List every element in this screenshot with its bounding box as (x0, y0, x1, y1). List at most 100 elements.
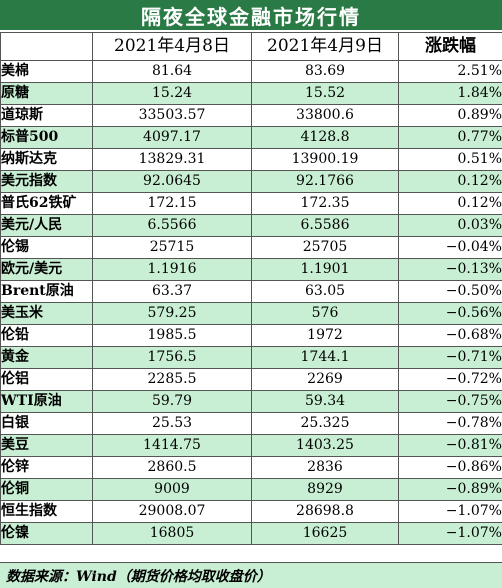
row-value-date1: 172.15 (92, 192, 252, 215)
row-value-date1: 29008.07 (92, 500, 252, 523)
row-name: 美棉 (0, 60, 93, 83)
row-value-date2: 2269 (251, 368, 399, 391)
row-value-date1: 16805 (92, 522, 252, 545)
row-value-date2: 25.325 (251, 412, 399, 435)
row-value-date2: 33800.6 (251, 104, 399, 127)
table-row: WTI原油 59.79 59.34 −0.75% (0, 390, 502, 413)
header-change: 涨跌幅 (398, 32, 502, 61)
row-change: −0.04% (398, 236, 502, 259)
row-name: 普氏62铁矿 (0, 192, 93, 215)
table-row: 美元指数 92.0645 92.1766 0.12% (0, 170, 502, 193)
row-name: 美玉米 (0, 302, 93, 325)
row-value-date1: 1.1916 (92, 258, 252, 281)
row-value-date2: 8929 (251, 478, 399, 501)
row-name: 道琼斯 (0, 104, 93, 127)
row-name: 伦铜 (0, 478, 93, 501)
row-name: 白银 (0, 412, 93, 435)
row-name: 欧元/美元 (0, 258, 93, 281)
row-value-date1: 1414.75 (92, 434, 252, 457)
row-value-date1: 63.37 (92, 280, 252, 303)
row-value-date2: 6.5586 (251, 214, 399, 237)
row-name: 美元/人民 (0, 214, 93, 237)
row-change: 0.12% (398, 192, 502, 215)
table-row: 伦铜 9009 8929 −0.89% (0, 478, 502, 501)
row-change: −1.07% (398, 500, 502, 523)
row-value-date1: 59.79 (92, 390, 252, 413)
row-change: −0.89% (398, 478, 502, 501)
row-change: −1.07% (398, 522, 502, 545)
table-row: 恒生指数 29008.07 28698.8 −1.07% (0, 500, 502, 523)
row-value-date2: 1.1901 (251, 258, 399, 281)
row-value-date1: 15.24 (92, 82, 252, 105)
row-name: 美豆 (0, 434, 93, 457)
table-row: 伦锡 25715 25705 −0.04% (0, 236, 502, 259)
table-row: Brent原油 63.37 63.05 −0.50% (0, 280, 502, 303)
row-name: 伦锌 (0, 456, 93, 479)
row-value-date1: 13829.31 (92, 148, 252, 171)
row-change: −0.71% (398, 346, 502, 369)
row-change: −0.56% (398, 302, 502, 325)
row-value-date2: 13900.19 (251, 148, 399, 171)
table-row: 欧元/美元 1.1916 1.1901 −0.13% (0, 258, 502, 281)
row-change: −0.86% (398, 456, 502, 479)
header-date2: 2021年4月9日 (251, 32, 399, 61)
table-row: 普氏62铁矿 172.15 172.35 0.12% (0, 192, 502, 215)
table-body: 美棉 81.64 83.69 2.51% 原糖 15.24 15.52 1.84% 道琼斯 335… (0, 60, 502, 545)
row-change: −0.68% (398, 324, 502, 347)
row-value-date2: 83.69 (251, 60, 399, 83)
row-change: −0.78% (398, 412, 502, 435)
table-row: 美棉 81.64 83.69 2.51% (0, 60, 502, 83)
table-row: 伦锌 2860.5 2836 −0.86% (0, 456, 502, 479)
row-change: 0.51% (398, 148, 502, 171)
row-value-date1: 6.5566 (92, 214, 252, 237)
row-value-date2: 576 (251, 302, 399, 325)
row-value-date1: 25715 (92, 236, 252, 259)
table-row: 道琼斯 33503.57 33800.6 0.89% (0, 104, 502, 127)
table-row: 伦铝 2285.5 2269 −0.72% (0, 368, 502, 391)
table-header-row: 2021年4月8日 2021年4月9日 涨跌幅 (0, 32, 502, 61)
row-change: 0.12% (398, 170, 502, 193)
row-value-date2: 1744.1 (251, 346, 399, 369)
row-name: 黄金 (0, 346, 93, 369)
row-value-date2: 1403.25 (251, 434, 399, 457)
row-change: −0.72% (398, 368, 502, 391)
source-note: 数据来源：Wind（期货价格均取收盘价） (0, 562, 502, 588)
row-change: −0.81% (398, 434, 502, 457)
row-value-date2: 1972 (251, 324, 399, 347)
header-name (0, 32, 93, 61)
row-value-date2: 172.35 (251, 192, 399, 215)
row-name: 标普500 (0, 126, 93, 149)
row-change: −0.13% (398, 258, 502, 281)
row-value-date1: 9009 (92, 478, 252, 501)
row-name: 伦镍 (0, 522, 93, 545)
row-name: Brent原油 (0, 280, 93, 303)
row-value-date2: 15.52 (251, 82, 399, 105)
row-value-date1: 2285.5 (92, 368, 252, 391)
row-value-date1: 1756.5 (92, 346, 252, 369)
table-row: 黄金 1756.5 1744.1 −0.71% (0, 346, 502, 369)
table-row: 伦镍 16805 16625 −1.07% (0, 522, 502, 545)
row-name: 纳斯达克 (0, 148, 93, 171)
row-value-date1: 92.0645 (92, 170, 252, 193)
page-title: 隔夜全球金融市场行情 (0, 0, 502, 30)
table-row: 美元/人民 6.5566 6.5586 0.03% (0, 214, 502, 237)
row-name: 原糖 (0, 82, 93, 105)
row-value-date1: 33503.57 (92, 104, 252, 127)
row-value-date2: 28698.8 (251, 500, 399, 523)
table-row: 纳斯达克 13829.31 13900.19 0.51% (0, 148, 502, 171)
row-value-date1: 4097.17 (92, 126, 252, 149)
row-value-date1: 25.53 (92, 412, 252, 435)
row-value-date1: 2860.5 (92, 456, 252, 479)
row-change: 0.77% (398, 126, 502, 149)
market-data-table: 2021年4月8日 2021年4月9日 涨跌幅 美棉 81.64 83.69 2.51… (0, 32, 502, 545)
row-name: WTI原油 (0, 390, 93, 413)
row-value-date1: 579.25 (92, 302, 252, 325)
row-value-date1: 1985.5 (92, 324, 252, 347)
header-date1: 2021年4月8日 (92, 32, 252, 61)
row-name: 伦铝 (0, 368, 93, 391)
row-name: 伦铅 (0, 324, 93, 347)
row-change: 0.03% (398, 214, 502, 237)
row-name: 伦锡 (0, 236, 93, 259)
table-row: 美玉米 579.25 576 −0.56% (0, 302, 502, 325)
